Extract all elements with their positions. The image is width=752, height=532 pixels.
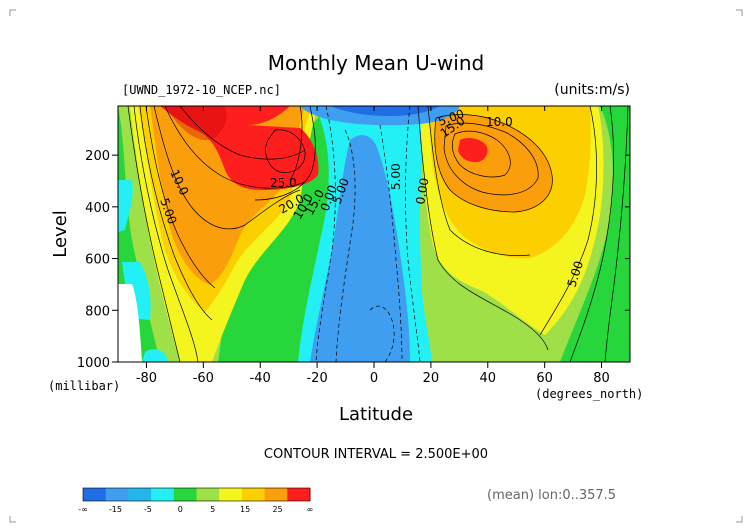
dataset-label: [UWND_1972-10_NCEP.nc] — [122, 83, 281, 97]
region-red-core — [165, 106, 227, 141]
plot-area: 5.00 10.0 15.0 20.0 25.0 10.0 5.00 0.00 … — [118, 106, 630, 362]
legend-label: -15 — [109, 505, 122, 514]
corner-marks — [9, 9, 743, 523]
legend-label: -5 — [144, 505, 152, 514]
y-axis-unit: (millibar) — [48, 379, 120, 393]
legend-label: 15 — [240, 505, 250, 514]
legend-swatch — [173, 488, 197, 501]
contour-label: 5.00 — [389, 163, 403, 190]
x-tick-label: -80 — [136, 371, 157, 386]
y-tick-label: 400 — [85, 201, 110, 216]
legend-swatch — [241, 488, 266, 501]
y-axis: 200 400 600 800 1000 — [77, 149, 630, 371]
contour-interval-text: CONTOUR INTERVAL = 2.500E+00 — [264, 447, 488, 462]
legend-swatch — [151, 488, 175, 501]
x-axis: -80 -60 -40 -20 0 20 40 60 80 — [136, 106, 610, 386]
legend-swatch — [264, 488, 288, 501]
legend-swatch — [287, 488, 311, 501]
region-red-north — [458, 137, 488, 163]
y-tick-label: 600 — [85, 253, 110, 268]
legend-label: ∞ — [307, 505, 314, 514]
region-cyan-surface-left — [142, 349, 168, 362]
contour-label: 25.0 — [270, 176, 297, 190]
region-blue-tongue — [310, 135, 410, 362]
color-legend: -∞ -15 -5 0 5 15 25 ∞ — [78, 487, 314, 514]
x-axis-unit: (degrees_north) — [535, 387, 643, 401]
averaging-note: (mean) lon:0..357.5 — [487, 488, 616, 503]
axes: -80 -60 -40 -20 0 20 40 60 80 200 400 600 800 1000 — [77, 105, 631, 386]
x-tick-label: 40 — [480, 371, 497, 386]
y-tick-label: 800 — [85, 304, 110, 319]
legend-swatch — [219, 488, 243, 501]
legend-frame — [82, 487, 311, 502]
legend-label: -∞ — [78, 505, 88, 514]
region-cyan-left — [118, 180, 133, 232]
region-deepblue-top — [330, 106, 440, 116]
contour-label: 10.0 — [486, 115, 513, 129]
chart-title: Monthly Mean U-wind — [268, 51, 484, 75]
y-axis-label: Level — [50, 210, 71, 258]
region-white-patch — [118, 284, 142, 362]
region-red-south — [160, 106, 319, 190]
x-tick-label: -60 — [193, 371, 214, 386]
legend-label: 5 — [210, 505, 215, 514]
legend-label: 25 — [272, 505, 282, 514]
contour-lines — [127, 106, 629, 362]
x-tick-label: 60 — [536, 371, 553, 386]
legend-swatch — [83, 488, 107, 501]
x-tick-label: -40 — [250, 371, 271, 386]
legend-swatch — [128, 488, 152, 501]
x-tick-label: 20 — [423, 371, 440, 386]
units-label: (units:m/s) — [554, 82, 630, 98]
contour-lines-dashed — [315, 106, 421, 362]
legend-swatch — [196, 488, 220, 501]
x-axis-label: Latitude — [339, 404, 413, 425]
x-tick-label: 80 — [593, 371, 610, 386]
y-tick-label: 200 — [85, 149, 110, 164]
y-tick-label: 1000 — [77, 356, 110, 371]
x-tick-label: 0 — [370, 371, 378, 386]
legend-swatch — [105, 488, 129, 501]
contour-label: 0.00 — [413, 177, 431, 206]
x-tick-label: -20 — [306, 371, 327, 386]
legend-label: 0 — [178, 505, 183, 514]
